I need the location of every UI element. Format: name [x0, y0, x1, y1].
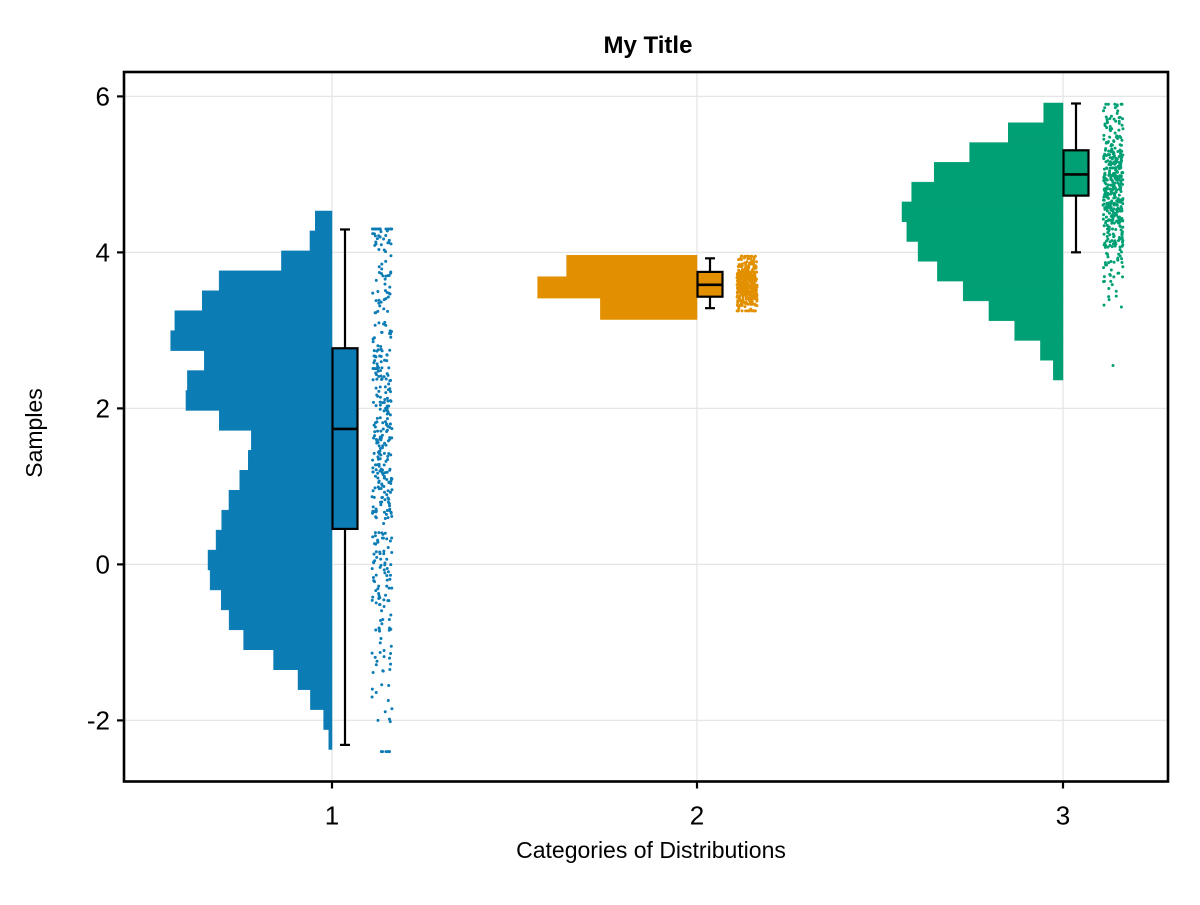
svg-text:Categories of Distributions: Categories of Distributions — [516, 837, 786, 863]
svg-text:Samples: Samples — [21, 388, 47, 477]
svg-text:My Title: My Title — [604, 32, 693, 59]
svg-text:3: 3 — [1056, 801, 1070, 831]
svg-text:6: 6 — [96, 81, 110, 111]
svg-text:-2: -2 — [87, 705, 110, 735]
svg-text:1: 1 — [325, 801, 339, 831]
svg-text:4: 4 — [96, 237, 110, 267]
svg-text:2: 2 — [690, 801, 704, 831]
svg-text:2: 2 — [96, 393, 110, 423]
svg-text:0: 0 — [96, 549, 110, 579]
